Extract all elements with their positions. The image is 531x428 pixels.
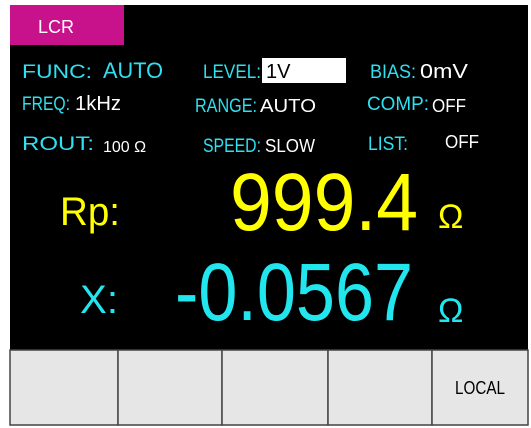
reading-label: Rp: [60, 190, 120, 234]
softkey[interactable] [9, 349, 119, 426]
softkey[interactable] [221, 349, 329, 426]
param-value: 1kHz [75, 93, 121, 115]
param-label: COMP: [367, 94, 429, 115]
reading-value: 999.4 [230, 157, 418, 248]
param-label: FREQ: [22, 94, 70, 115]
tab-label: LCR [38, 17, 74, 37]
tab[interactable] [10, 5, 124, 45]
softkey[interactable] [431, 349, 529, 426]
level-field[interactable] [262, 58, 346, 83]
softkey-label: LOCAL [455, 378, 505, 398]
param-label: LIST: [368, 134, 408, 155]
param-value: 0mV [420, 61, 469, 83]
reading-label: X: [80, 278, 118, 322]
param-label: BIAS: [370, 62, 416, 83]
reading-value: -0.0567 [175, 247, 413, 338]
param-label: ROUT: [22, 134, 94, 155]
param-value: SLOW [265, 136, 315, 156]
param-value: OFF [445, 132, 479, 152]
param-label: FUNC: [22, 62, 92, 83]
param-label: LEVEL: [203, 62, 261, 83]
param-label: RANGE: [195, 96, 257, 117]
reading-unit: Ω [438, 292, 463, 330]
param-value: 1V [266, 61, 291, 83]
param-value: AUTO [260, 96, 316, 116]
param-value: 100 Ω [103, 139, 146, 156]
reading-unit: Ω [438, 198, 463, 236]
softkey[interactable] [117, 349, 223, 426]
param-value: OFF [432, 96, 466, 116]
param-label: SPEED: [203, 136, 261, 157]
softkey[interactable] [327, 349, 433, 426]
param-value: AUTO [103, 58, 163, 83]
